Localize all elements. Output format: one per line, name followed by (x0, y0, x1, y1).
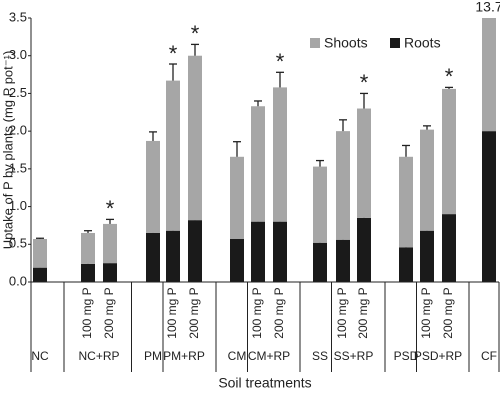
bar-segment (482, 131, 496, 282)
significance-marker: * (360, 70, 369, 95)
group-label: PSD (394, 349, 419, 363)
y-tick-label: 3.5 (9, 9, 27, 24)
bar-segment (442, 214, 456, 282)
category-label: 200 mg P (441, 287, 455, 338)
y-tick-label: 2.0 (9, 123, 27, 138)
category-label: 100 mg P (80, 287, 94, 338)
bar-segment (420, 230, 434, 282)
bar-segment (103, 223, 117, 264)
bar-segment (313, 242, 327, 282)
y-tick-label: 1.5 (9, 160, 27, 175)
group-label: SS (312, 349, 328, 363)
bar-segment (33, 239, 47, 268)
group-label: SS+RP (334, 349, 374, 363)
bar-segment (442, 88, 456, 215)
y-tick-label: 0.0 (9, 273, 27, 288)
y-axis-label: Uptake of P by plants (mg P pot⁻¹) (0, 51, 15, 250)
significance-marker: * (191, 21, 200, 46)
legend-label: Shoots (324, 35, 368, 51)
legend-swatch (390, 38, 400, 48)
group-label: PM+RP (163, 349, 205, 363)
bar-segment (313, 166, 327, 243)
bar-segment (81, 232, 95, 264)
group-label: CM+RP (248, 349, 290, 363)
bar-segment (188, 55, 202, 221)
bar-segment (251, 221, 265, 282)
category-label: 100 mg P (419, 287, 433, 338)
group-label: NC (31, 349, 49, 363)
bar-segment (357, 217, 371, 282)
bar-segment (81, 263, 95, 282)
bar-segment (399, 247, 413, 282)
category-label: 200 mg P (356, 287, 370, 338)
bar-segment (103, 263, 117, 282)
bar-segment (166, 80, 180, 231)
category-label: 200 mg P (272, 287, 286, 338)
y-tick-label: 0.5 (9, 236, 27, 251)
group-label: CM (228, 349, 247, 363)
bar-segment (399, 156, 413, 248)
x-axis-label: Soil treatments (218, 375, 311, 391)
y-tick-label: 2.5 (9, 85, 27, 100)
significance-marker: * (276, 49, 285, 74)
y-tick-label: 3.0 (9, 47, 27, 62)
bar-segment (273, 87, 287, 222)
group-label: CF (481, 349, 497, 363)
bar-segment (251, 106, 265, 222)
group-label: PSD+RP (414, 349, 462, 363)
bar-segment (230, 156, 244, 240)
plot-area (33, 18, 496, 282)
bar-segment (482, 18, 496, 132)
y-tick-label: 1.0 (9, 198, 27, 213)
bar-segment (230, 239, 244, 282)
category-label: 100 mg P (250, 287, 264, 338)
annotation: 13.7 (475, 0, 500, 15)
bar-segment (166, 230, 180, 282)
category-label: 200 mg P (187, 287, 201, 338)
category-label: 200 mg P (102, 287, 116, 338)
legend-swatch (310, 38, 320, 48)
bar-segment (420, 129, 434, 231)
bar-segment (33, 267, 47, 282)
group-label: PM (144, 349, 162, 363)
bar-segment (146, 232, 160, 282)
significance-marker: * (445, 64, 454, 89)
legend-label: Roots (404, 35, 441, 51)
category-label: 100 mg P (335, 287, 349, 338)
group-label: NC+RP (78, 349, 119, 363)
category-label: 100 mg P (165, 287, 179, 338)
bar-segment (146, 140, 160, 233)
bar-segment (357, 108, 371, 218)
bar-segment (273, 221, 287, 282)
significance-marker: * (169, 41, 178, 66)
bar-segment (188, 220, 202, 282)
significance-marker: * (106, 196, 115, 221)
bar-segment (336, 131, 350, 240)
bar-segment (336, 239, 350, 282)
